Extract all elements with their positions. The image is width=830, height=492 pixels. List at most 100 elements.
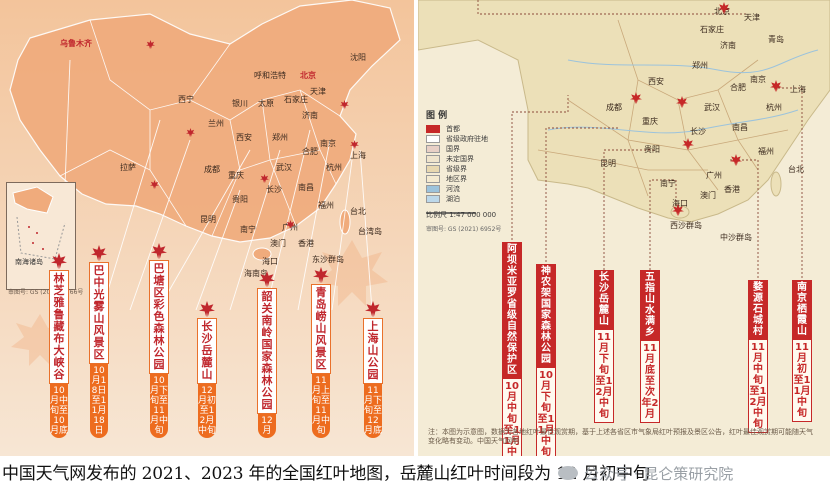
- inset-title: 南海诸岛: [15, 258, 43, 266]
- city-label: 郑州: [272, 133, 288, 142]
- city-label: 澳门: [270, 239, 286, 248]
- city-label: 兰州: [208, 119, 224, 128]
- legend-title: 图 例: [426, 111, 448, 121]
- watermark-text: 公众号 · 昆仑策研究院: [584, 465, 734, 483]
- spot-column: 上海山公园 11月下旬至12月底: [362, 301, 384, 438]
- maple-leaf-icon: [340, 100, 349, 109]
- spot-column: 长沙岳麓山 12月初至12月中旬: [196, 301, 218, 438]
- maple-leaf-icon: [730, 154, 742, 166]
- city-label: 呼和浩特: [254, 71, 286, 80]
- city-label: 香港: [724, 185, 740, 194]
- right-map-background: [418, 0, 830, 456]
- legend-item: 国界: [426, 144, 524, 154]
- city-label: 银川: [232, 99, 248, 108]
- maple-leaf-icon: [718, 2, 730, 14]
- spot-name: 巴塘区彩色森林公园: [149, 260, 169, 374]
- spot-name: 阿坝米亚罗省级自然保护区: [502, 242, 522, 378]
- spot-time: 10月中旬至10月底: [50, 384, 69, 438]
- city-label: 北京: [300, 71, 316, 80]
- city-label: 台北: [788, 165, 804, 174]
- spot-column: 五指山水满乡 11月底至次年2月: [640, 270, 660, 423]
- maple-leaf-icon: [51, 253, 67, 269]
- city-label: 成都: [606, 103, 622, 112]
- legend-label: 地区界: [446, 175, 467, 183]
- legend-item: 省级界: [426, 164, 524, 174]
- inset-map: [12, 186, 66, 260]
- watermark: 公众号 · 昆仑策研究院: [558, 459, 733, 489]
- spot-column: 巴中光雾山风景区 10月18日至11月18日: [88, 245, 110, 438]
- maple-leaf-icon: [286, 220, 295, 229]
- maple-leaf-icon: [150, 180, 159, 189]
- island-label: 中沙群岛: [720, 233, 752, 242]
- wechat-icon: [558, 465, 578, 480]
- island-label: 海南岛: [244, 269, 268, 278]
- spot-name: 林芝雅鲁藏布大峡谷: [49, 270, 69, 384]
- map-note: 注：本图为示意图，数据为各地红叶最佳观赏期，基于上述各省区市气象局红叶预报及景区…: [428, 428, 813, 445]
- spot-time: 11月下旬至12月底: [364, 384, 383, 438]
- city-label: 福州: [758, 147, 774, 156]
- spot-time: 11月中旬至12月中旬: [748, 339, 768, 433]
- city-label: 台北: [350, 207, 366, 216]
- maple-leaf-icon: [313, 267, 329, 283]
- scale-label: 比例尺 1:47 000 000: [426, 211, 497, 219]
- river-swatch: [426, 185, 440, 193]
- spot-name: 长沙岳麓山: [594, 270, 614, 329]
- spot-name: 神农架国家森林公园: [536, 264, 556, 367]
- maple-leaf-icon: [630, 92, 642, 104]
- legend-label: 国界: [446, 145, 460, 153]
- maple-leaf-icon: [350, 140, 359, 149]
- island-label: 台湾岛: [358, 227, 382, 236]
- maple-leaf-icon: [672, 204, 684, 216]
- city-label: 南京: [320, 139, 336, 148]
- city-label: 南昌: [732, 123, 748, 132]
- spot-name: 韶关南岭国家森林公园: [257, 288, 277, 414]
- maple-leaf-icon: [260, 174, 269, 183]
- spot-time: 10月下旬至11月中旬: [536, 367, 556, 456]
- city-label: 长沙: [690, 127, 706, 136]
- city-label: 海口: [262, 257, 278, 266]
- spot-name: 五指山水满乡: [640, 270, 660, 340]
- city-label: 太原: [258, 99, 274, 108]
- border-swatch: [426, 145, 440, 153]
- city-label: 合肥: [730, 83, 746, 92]
- city-label: 海口: [672, 199, 688, 208]
- spot-time: 11月初至11月中旬: [792, 339, 812, 422]
- maple-leaf-icon: [199, 301, 215, 317]
- island-label: 西沙群岛: [670, 221, 702, 230]
- city-label: 西安: [236, 133, 252, 142]
- city-label: 上海: [790, 85, 806, 94]
- spot-column: 韶关南岭国家森林公园 12月: [256, 271, 278, 438]
- city-label: 石家庄: [284, 95, 308, 104]
- city-label: 西宁: [178, 95, 194, 104]
- border-swatch: [426, 175, 440, 183]
- spot-column: 长沙岳麓山 11月下旬至12月中旬: [594, 270, 614, 423]
- spot-name: 长沙岳麓山: [197, 318, 217, 384]
- maple-leaf-icon: [186, 128, 195, 137]
- legend-item: 省级政府驻地: [426, 134, 524, 144]
- spot-column: 林芝雅鲁藏布大峡谷 10月中旬至10月底: [48, 253, 70, 438]
- spot-time: 12月: [258, 414, 276, 438]
- legend-item: 湖泊: [426, 194, 524, 204]
- spot-column: 南京栖霞山 11月初至11月中旬: [792, 280, 812, 422]
- legend-item: 首都: [426, 124, 524, 134]
- city-label: 合肥: [302, 147, 318, 156]
- spot-name: 上海山公园: [363, 318, 383, 384]
- legend-label: 河流: [446, 185, 460, 193]
- maple-leaf-icon: [682, 138, 694, 150]
- spot-column: 阿坝米亚罗省级自然保护区 10月中旬至11月中旬: [502, 242, 522, 456]
- city-label: 武汉: [704, 103, 720, 112]
- maple-leaf-icon: [91, 245, 107, 261]
- legend-label: 省级政府驻地: [446, 135, 488, 143]
- spot-column: 巴塘区彩色森林公园 10月下旬至11月中旬: [148, 243, 170, 438]
- review-number: 审图号: GS (2016) 1766号: [8, 289, 84, 296]
- border-swatch: [426, 155, 440, 163]
- map-legend: 图 例 首都 省级政府驻地 国界 未定国界 省级界 地区界 河流 湖泊 比例尺 …: [426, 108, 524, 233]
- legend-label: 首都: [446, 125, 460, 133]
- spot-time: 10月下旬至11月中旬: [150, 374, 169, 438]
- city-label: 南宁: [240, 225, 256, 234]
- city-label: 香港: [298, 239, 314, 248]
- legend-label: 湖泊: [446, 195, 460, 203]
- spot-name: 南京栖霞山: [792, 280, 812, 339]
- capital-icon: [426, 125, 440, 133]
- spot-name: 青岛崂山风景区: [311, 284, 331, 374]
